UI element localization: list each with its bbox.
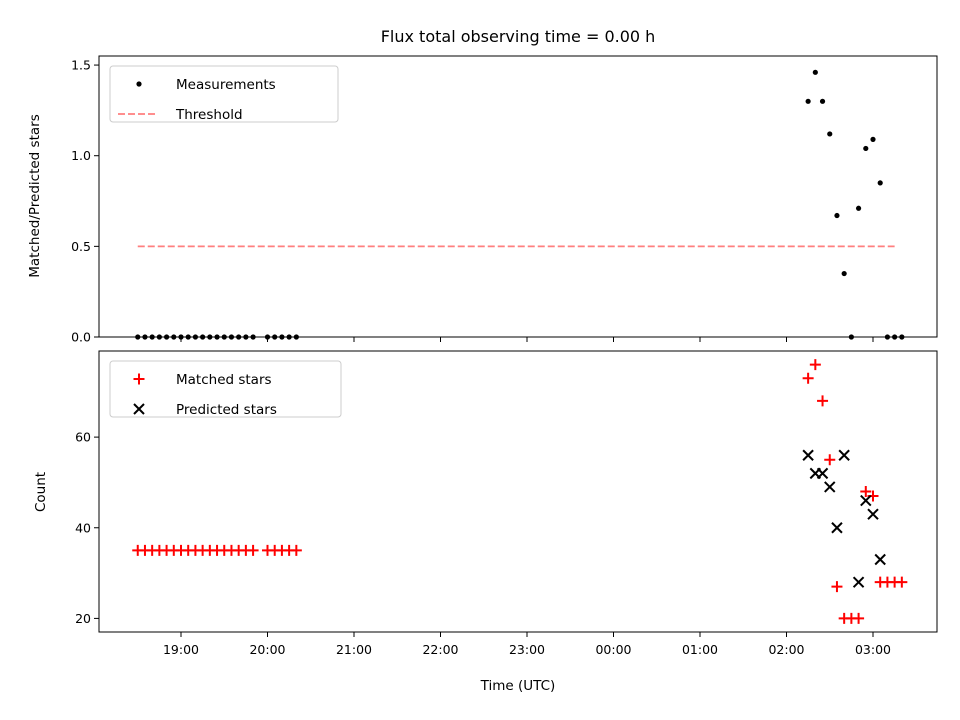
measurement-point-31 (870, 136, 876, 142)
x-tick-label: 19:00 (163, 642, 199, 657)
x-tick-label: 22:00 (422, 642, 458, 657)
measurement-point-30 (863, 145, 869, 152)
measurement-point-22 (805, 98, 811, 104)
legend-box (109, 360, 342, 418)
matched-point-30 (860, 486, 872, 497)
matched-point-26 (831, 581, 843, 593)
matched-point-29 (853, 612, 865, 624)
measurement-point-32 (877, 180, 883, 186)
star-count-panel: 20 40 60 19:00 20:00 21:00 22:00 23:00 00:00 01:0… (75, 350, 938, 657)
legend-box (109, 65, 339, 123)
legend-swatch (133, 373, 145, 385)
bottom-y-axis-label: Count (33, 472, 49, 512)
chart-title: Flux total observing time = 0.00 h (381, 27, 656, 46)
matched-point-23 (809, 359, 821, 371)
x-axis-label: Time (UTC) (480, 678, 556, 694)
y-tick-label: 40 (75, 520, 91, 535)
matched-point-16 (247, 544, 259, 556)
legend: Matched stars Predicted stars (109, 360, 342, 418)
legend-swatch (133, 403, 145, 415)
predicted-point-8 (867, 508, 879, 520)
flux-ratio-panel: 0.0 0.5 1.0 1.5 Measurements Threshold (71, 55, 938, 345)
matched-point-25 (824, 454, 836, 466)
matched-point-21 (290, 544, 302, 556)
x-tick-label: 02:00 (768, 642, 804, 657)
predicted-point-9 (874, 553, 886, 566)
predicted-point-0 (802, 449, 814, 461)
x-tick-label: 00:00 (595, 642, 631, 657)
y-tick-label: 1.5 (71, 58, 91, 73)
predicted-point-4 (831, 522, 843, 534)
measurement-point-27 (841, 270, 847, 277)
y-tick-label: 60 (75, 430, 91, 445)
legend: Measurements Threshold (109, 65, 339, 123)
matched-point-24 (817, 395, 829, 407)
y-tick-label: 0.0 (71, 330, 91, 345)
predicted-point-7 (860, 494, 872, 507)
measurement-point-29 (855, 205, 862, 211)
legend-label: Matched stars (176, 372, 272, 388)
legend-label: Measurements (176, 77, 276, 93)
legend-label: Threshold (175, 107, 243, 123)
axes-frame (98, 350, 938, 633)
predicted-point-6 (852, 576, 865, 588)
matched-point-22 (802, 372, 814, 384)
predicted-point-2 (816, 467, 829, 480)
measurement-point-24 (819, 98, 826, 104)
x-tick-label: 21:00 (336, 642, 372, 657)
y-tick-label: 20 (75, 611, 91, 626)
measurement-point-25 (827, 131, 833, 137)
legend-swatch (136, 81, 142, 87)
matched-point-35 (896, 576, 908, 588)
x-tick-label: 01:00 (682, 642, 718, 657)
predicted-point-5 (838, 449, 850, 461)
predicted-point-3 (824, 481, 836, 493)
x-tick-label: 03:00 (855, 642, 891, 657)
y-tick-label: 1.0 (71, 148, 91, 163)
legend-label: Predicted stars (176, 402, 277, 418)
top-y-axis-label: Matched/Predicted stars (27, 114, 43, 277)
axes-frame (98, 55, 938, 338)
x-tick-label: 20:00 (249, 642, 285, 657)
x-tick-label: 23:00 (509, 642, 545, 657)
measurement-point-26 (834, 212, 840, 219)
y-tick-label: 0.5 (71, 239, 91, 254)
measurement-point-23 (812, 69, 818, 75)
